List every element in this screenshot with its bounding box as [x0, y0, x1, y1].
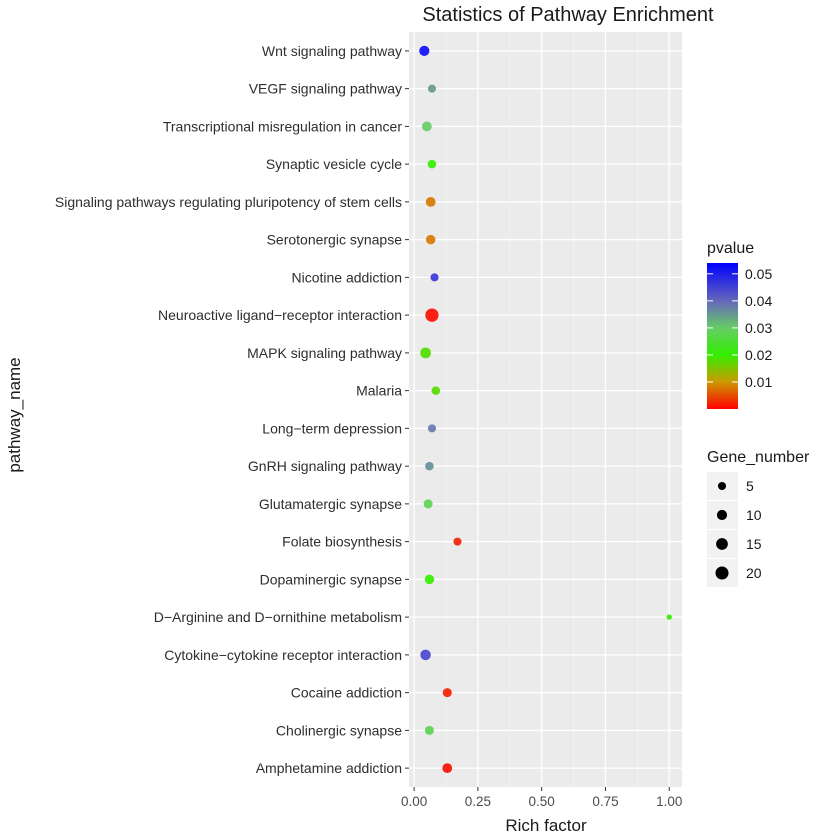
- data-point: [420, 347, 431, 359]
- y-axis-label: pathway_name: [5, 357, 24, 472]
- chart-title: Statistics of Pathway Enrichment: [422, 4, 714, 26]
- x-tick-label: 1.00: [656, 794, 682, 809]
- y-tick-label: Folate biosynthesis: [282, 534, 402, 550]
- data-point: [424, 725, 434, 735]
- x-axis-label: Rich factor: [505, 816, 587, 835]
- y-tick-label: Wnt signaling pathway: [262, 43, 402, 59]
- colorbar-tick-label: 0.05: [745, 266, 772, 282]
- data-point: [423, 499, 433, 509]
- size-legend-label: 5: [746, 478, 754, 494]
- data-point: [424, 574, 435, 585]
- size-legend-label: 15: [746, 536, 762, 552]
- y-tick-label: GnRH signaling pathway: [248, 458, 402, 474]
- data-point: [421, 121, 432, 132]
- data-point: [427, 159, 437, 169]
- data-point: [442, 763, 453, 774]
- gene-number-legend-title: Gene_number: [707, 449, 810, 466]
- data-point: [427, 424, 437, 433]
- colorbar-tick-label: 0.03: [745, 320, 772, 336]
- y-tick-label: Amphetamine addiction: [256, 760, 402, 776]
- y-tick-label: MAPK signaling pathway: [247, 345, 402, 361]
- size-legend-label: 10: [746, 507, 762, 523]
- gene-number-legend: Gene_number 5 10 15 20: [707, 449, 810, 587]
- data-points: [419, 45, 672, 774]
- y-tick-label: D−Arginine and D−ornithine metabolism: [154, 609, 402, 625]
- x-axis: 0.00 0.25 0.50 0.75 1.00: [401, 787, 682, 809]
- pvalue-colorbar: [707, 263, 738, 409]
- pvalue-legend-title: pvalue: [707, 240, 754, 257]
- colorbar-tick-label: 0.04: [745, 293, 772, 309]
- y-axis: Wnt signaling pathway VEGF signaling path…: [55, 43, 409, 776]
- size-legend-dot: [717, 481, 727, 491]
- y-tick-label: Synaptic vesicle cycle: [266, 156, 402, 172]
- size-legend-label: 20: [746, 565, 762, 581]
- y-tick-label: VEGF signaling pathway: [249, 81, 402, 97]
- y-tick-label: Nicotine addiction: [291, 269, 402, 285]
- y-tick-label: Cytokine−cytokine receptor interaction: [164, 647, 402, 663]
- data-point: [453, 537, 462, 546]
- data-point: [431, 386, 441, 395]
- size-legend-dot: [715, 566, 729, 580]
- plot-panel: [409, 32, 682, 787]
- data-point: [425, 308, 439, 322]
- y-tick-label: Transcriptional misregulation in cancer: [163, 118, 402, 134]
- y-tick-label: Cocaine addiction: [291, 685, 402, 701]
- data-point: [419, 45, 430, 56]
- x-tick-label: 0.75: [592, 794, 618, 809]
- grid-lines: [409, 32, 682, 787]
- y-tick-label: Dopaminergic synapse: [260, 571, 403, 587]
- y-tick-label: Long−term depression: [262, 420, 402, 436]
- data-point: [666, 614, 672, 620]
- size-legend-dot: [716, 538, 728, 550]
- x-tick-label: 0.00: [401, 794, 427, 809]
- size-legend-dot: [716, 509, 728, 521]
- y-tick-label: Glutamatergic synapse: [259, 496, 402, 512]
- data-point: [425, 196, 436, 207]
- data-point: [442, 688, 452, 698]
- data-point: [427, 84, 437, 93]
- x-tick-label: 0.50: [529, 794, 555, 809]
- y-tick-label: Neuroactive ligand−receptor interaction: [158, 307, 402, 323]
- colorbar-tick-label: 0.02: [745, 347, 772, 363]
- y-tick-label: Signaling pathways regulating pluripoten…: [55, 194, 402, 210]
- pvalue-legend: pvalue 0.05 0.04 0.03 0.02 0.01: [707, 240, 772, 409]
- data-point: [420, 649, 431, 661]
- data-point: [430, 273, 439, 282]
- y-tick-label: Cholinergic synapse: [276, 722, 402, 738]
- y-tick-label: Malaria: [356, 383, 402, 399]
- colorbar-tick-label: 0.01: [745, 374, 772, 390]
- y-tick-label: Serotonergic synapse: [267, 232, 403, 248]
- x-tick-label: 0.25: [465, 794, 491, 809]
- data-point: [425, 234, 436, 245]
- data-point: [425, 461, 434, 471]
